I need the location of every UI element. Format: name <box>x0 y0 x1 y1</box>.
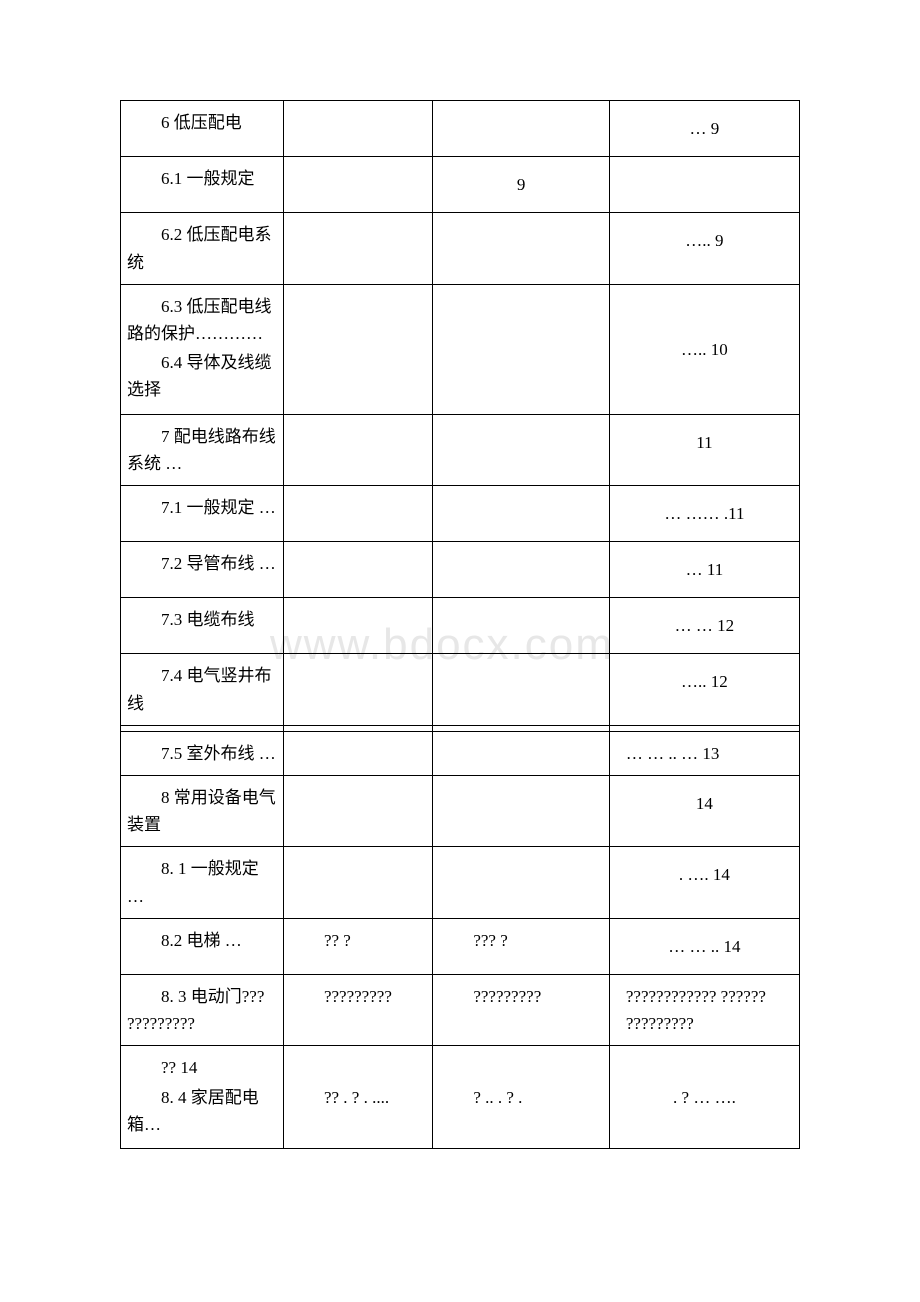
table-row: 6 低压配电 … 9 <box>121 101 800 157</box>
cell-text <box>283 542 432 598</box>
cell-text <box>433 776 610 847</box>
cell-text: 6 低压配电 <box>127 109 277 136</box>
cell-text <box>283 101 432 157</box>
cell-text <box>283 731 432 775</box>
cell-text: … 9 <box>609 101 799 157</box>
table-row: 6.2 低压配电系统 ….. 9 <box>121 213 800 284</box>
cell-text: 11 <box>609 414 799 485</box>
cell-text: … … .. 14 <box>609 918 799 974</box>
table-row: 7.1 一般规定 … … …… .11 <box>121 485 800 541</box>
cell-text <box>433 598 610 654</box>
cell-text: 6.2 低压配电系统 <box>127 221 277 275</box>
cell-text: ????????? <box>439 983 603 1010</box>
cell-text: 7 配电线路布线系统 … <box>127 423 277 477</box>
cell-text: … … 12 <box>609 598 799 654</box>
cell-text: ….. 10 <box>609 284 799 414</box>
cell-text <box>609 157 799 213</box>
cell-text: … … .. … 13 <box>609 731 799 775</box>
cell-text: 7.2 导管布线 … <box>127 550 277 577</box>
cell-text: 7.5 室外布线 … <box>127 740 277 767</box>
cell-text <box>283 414 432 485</box>
cell-text: 6.1 一般规定 <box>127 165 277 192</box>
cell-text: 6.4 导体及线缆选择 <box>127 349 277 403</box>
table-row: 7.5 室外布线 … … … .. … 13 <box>121 731 800 775</box>
cell-text: 8. 3 电动门??? ????????? <box>127 983 277 1037</box>
cell-text <box>433 101 610 157</box>
cell-text: 8. 1 一般规定 … <box>127 855 277 909</box>
toc-table: 6 低压配电 … 9 6.1 一般规定 9 6.2 低压配电系统 ….. 9 <box>120 100 800 1149</box>
table-row: 7.4 电气竖井布线 ….. 12 <box>121 654 800 725</box>
cell-text: … …… .11 <box>609 485 799 541</box>
cell-text <box>433 654 610 725</box>
cell-text: . …. 14 <box>609 847 799 918</box>
cell-text: 8.2 电梯 … <box>127 927 277 954</box>
cell-text: 8 常用设备电气装置 <box>127 784 277 838</box>
cell-text: ? .. . ? . <box>439 1084 603 1111</box>
cell-text: 7.4 电气竖井布线 <box>127 662 277 716</box>
cell-text <box>433 284 610 414</box>
table-row: 7.3 电缆布线 … … 12 <box>121 598 800 654</box>
cell-text <box>283 213 432 284</box>
cell-text <box>283 776 432 847</box>
table-row: ?? 14 8. 4 家居配电箱… ?? . ? . .... ? .. . ?… <box>121 1046 800 1149</box>
cell-text: ????????? <box>290 983 426 1010</box>
cell-text: 7.3 电缆布线 <box>127 606 277 633</box>
cell-text: ….. 12 <box>609 654 799 725</box>
cell-text <box>433 847 610 918</box>
table-row: 6.3 低压配电线路的保护………… 6.4 导体及线缆选择 ….. 10 <box>121 284 800 414</box>
table-row: 8. 1 一般规定 … . …. 14 <box>121 847 800 918</box>
cell-text <box>283 598 432 654</box>
cell-text <box>283 654 432 725</box>
cell-text: ??? ? <box>439 927 603 954</box>
cell-text <box>433 731 610 775</box>
table-row: 8. 3 电动门??? ????????? ????????? ????????… <box>121 974 800 1045</box>
table-row: 8.2 电梯 … ?? ? ??? ? … … .. 14 <box>121 918 800 974</box>
table-row: 8 常用设备电气装置 14 <box>121 776 800 847</box>
table-row: 7 配电线路布线系统 … 11 <box>121 414 800 485</box>
cell-text: 6.3 低压配电线路的保护………… <box>127 293 277 347</box>
cell-text: 14 <box>609 776 799 847</box>
cell-text: ?? . ? . .... <box>290 1084 426 1111</box>
cell-text: … 11 <box>609 542 799 598</box>
cell-text <box>283 485 432 541</box>
cell-text <box>433 542 610 598</box>
cell-text: ?? ? <box>290 927 426 954</box>
cell-text: . ? … …. <box>609 1046 799 1149</box>
cell-text: 7.1 一般规定 … <box>127 494 277 521</box>
cell-text: ….. 9 <box>609 213 799 284</box>
cell-text: 8. 4 家居配电箱… <box>127 1084 277 1138</box>
cell-text <box>433 485 610 541</box>
table-row: 7.2 导管布线 … … 11 <box>121 542 800 598</box>
table-row: 6.1 一般规定 9 <box>121 157 800 213</box>
cell-text <box>283 284 432 414</box>
cell-text <box>433 213 610 284</box>
cell-text <box>283 847 432 918</box>
cell-text <box>283 157 432 213</box>
cell-text: 9 <box>433 157 610 213</box>
cell-text: ?? 14 <box>127 1054 277 1081</box>
cell-text: ???????????? ?????? ????????? <box>609 974 799 1045</box>
cell-text <box>433 414 610 485</box>
